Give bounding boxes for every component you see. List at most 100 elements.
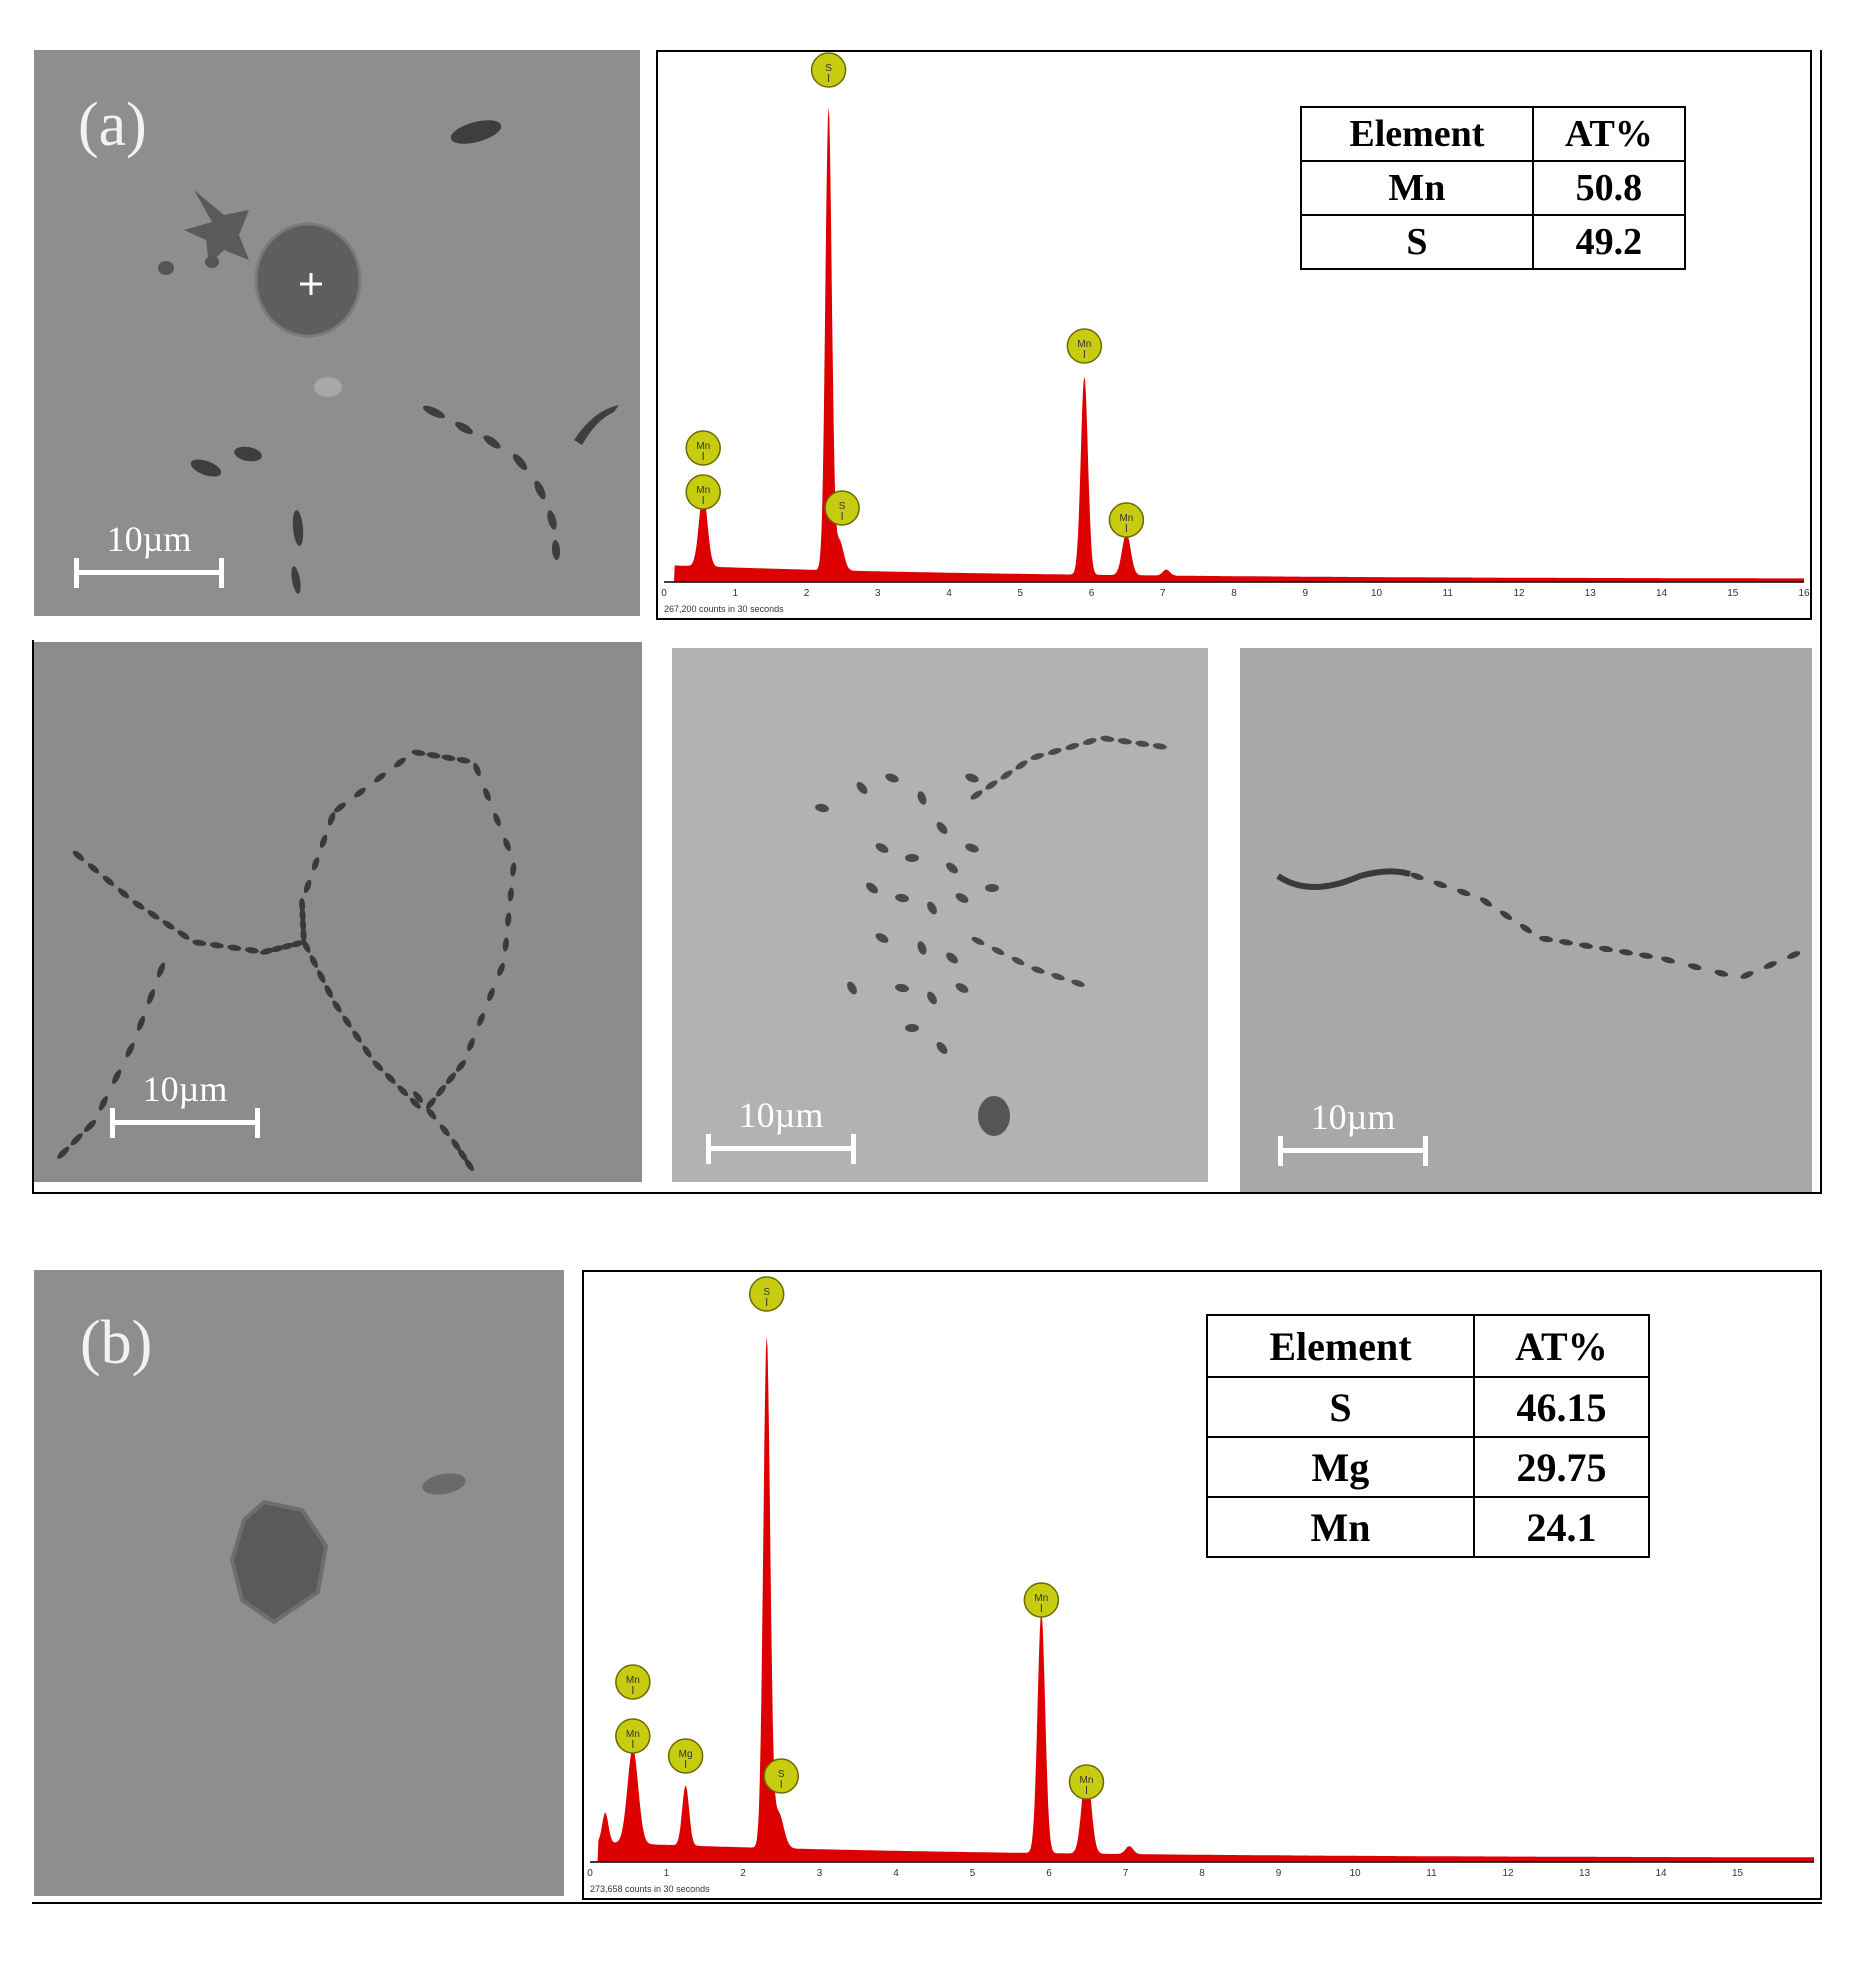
sem-features-a-grain	[57, 749, 517, 1172]
x-tick-label: 14	[1656, 588, 1668, 599]
spectrum-caption: 273,658 counts in 30 seconds	[590, 1884, 710, 1894]
table-header-at: AT%	[1472, 1314, 1651, 1378]
x-tick-label: 9	[1302, 588, 1308, 599]
table-cell: Mn	[1300, 160, 1534, 216]
peak-marker	[685, 474, 721, 510]
panel-label: (a)	[78, 91, 147, 159]
peak-label: S	[763, 1287, 770, 1298]
peak-label: S	[778, 1769, 785, 1780]
peak-marker	[763, 1758, 799, 1794]
sem-features-a-main	[158, 120, 619, 594]
x-tick-label: 0	[587, 1868, 593, 1879]
scale-bar: 10µm	[706, 1095, 856, 1164]
sem-image-a-main: (a) 10µm	[34, 50, 640, 616]
table-cell: 24.1	[1472, 1496, 1651, 1558]
scale-bar: 10µm	[1278, 1097, 1428, 1166]
sem-features-b	[229, 1473, 466, 1625]
sem-image-a-cluster: 10µm	[672, 648, 1208, 1182]
x-tick-label: 5	[970, 1868, 976, 1879]
table-cell: S	[1300, 214, 1534, 270]
table-cell: 46.15	[1472, 1376, 1651, 1438]
peak-label: Mn	[626, 1729, 640, 1740]
scale-bar-label: 10µm	[142, 1069, 228, 1109]
peak-label: Mn	[626, 1675, 640, 1686]
peak-marker	[824, 490, 860, 526]
peak-label: Mn	[1077, 339, 1091, 350]
peak-label: Mn	[1080, 1775, 1094, 1786]
table-cell: S	[1206, 1376, 1475, 1438]
x-tick-label: 9	[1276, 1868, 1282, 1879]
peak-marker	[1068, 1764, 1105, 1800]
peak-marker	[615, 1664, 651, 1700]
peak-marker	[667, 1738, 704, 1774]
sem-features-a-boundary	[1276, 868, 1801, 979]
peak-marker	[615, 1718, 651, 1754]
x-tick-label: 15	[1727, 588, 1739, 599]
x-tick-label: 5	[1017, 588, 1023, 599]
table-cell: Mg	[1206, 1436, 1475, 1498]
composition-table-a: Element AT% Mn 50.8 S 49.2	[1300, 106, 1687, 270]
x-tick-label: 15	[1732, 1868, 1744, 1879]
table-header-element: Element	[1206, 1314, 1475, 1378]
peak-marker	[1066, 328, 1103, 364]
x-tick-label: 11	[1426, 1868, 1437, 1879]
sem-features-a-cluster	[815, 735, 1167, 1136]
peak-label: Mn	[696, 485, 710, 496]
peak-marker	[748, 1276, 785, 1312]
x-tick-label: 0	[661, 588, 667, 599]
sem-image-a-grain: 10µm	[34, 642, 642, 1182]
composition-table-b: Element AT% S 46.15 Mg 29.75 Mn 24.1	[1206, 1314, 1651, 1558]
x-tick-label: 12	[1502, 1868, 1514, 1879]
x-tick-label: 1	[732, 588, 738, 599]
x-tick-label: 4	[893, 1868, 899, 1879]
x-tick-label: 14	[1655, 1868, 1667, 1879]
x-tick-label: 6	[1089, 588, 1095, 599]
x-tick-label: 2	[740, 1868, 746, 1879]
scale-bar-label: 10µm	[738, 1095, 824, 1135]
x-tick-label: 10	[1349, 1868, 1361, 1879]
x-tick-label: 11	[1443, 588, 1454, 599]
table-cell: 29.75	[1472, 1436, 1651, 1498]
table-header-at: AT%	[1531, 106, 1687, 162]
peak-label: Mg	[679, 1749, 693, 1760]
peak-marker	[810, 52, 847, 88]
scale-bar: 10µm	[74, 519, 224, 588]
peak-label: Mn	[1119, 513, 1133, 524]
x-tick-label: 3	[817, 1868, 823, 1879]
peak-label: S	[825, 63, 832, 74]
scale-bar-label: 10µm	[1310, 1097, 1396, 1137]
x-tick-label: 8	[1231, 588, 1237, 599]
peak-marker	[1108, 502, 1145, 538]
scale-bar: 10µm	[110, 1069, 260, 1138]
x-tick-label: 4	[946, 588, 952, 599]
table-cell: 49.2	[1531, 214, 1687, 270]
table-cell: Mn	[1206, 1496, 1475, 1558]
eds-spectrum-b: 0 1 2 3 4 5 6 7 8 9 10 11 12 13 14 15 273,658 counts in …	[582, 1270, 1822, 1900]
sem-image-a-boundary: 10µm	[1240, 648, 1812, 1192]
x-tick-label: 12	[1513, 588, 1525, 599]
x-tick-label: 7	[1123, 1868, 1129, 1879]
panel-label: (b)	[80, 1309, 153, 1377]
table-cell: 50.8	[1531, 160, 1687, 216]
x-tick-label: 16	[1798, 588, 1810, 599]
peak-label: Mn	[696, 441, 710, 452]
spectrum-caption: 267,200 counts in 30 seconds	[664, 604, 784, 614]
x-tick-label: 1	[664, 1868, 670, 1879]
sem-image-b: (b)	[34, 1270, 564, 1896]
x-tick-label: 10	[1371, 588, 1383, 599]
table-header-element: Element	[1300, 106, 1534, 162]
peak-marker	[685, 430, 721, 466]
x-tick-label: 13	[1585, 588, 1597, 599]
eds-spectrum-a: 0 1 2 3 4 5 6 7 8 9 10 11 12 13 14 15 16 267,200 counts i…	[656, 50, 1812, 620]
peak-label: Mn	[1034, 1593, 1048, 1604]
x-tick-label: 6	[1046, 1868, 1052, 1879]
x-tick-label: 2	[804, 588, 810, 599]
x-tick-label: 8	[1199, 1868, 1205, 1879]
scale-bar-label: 10µm	[106, 519, 192, 559]
peak-label: S	[839, 501, 846, 512]
x-tick-label: 7	[1160, 588, 1166, 599]
peak-marker	[1023, 1582, 1060, 1618]
x-tick-label: 13	[1579, 1868, 1591, 1879]
